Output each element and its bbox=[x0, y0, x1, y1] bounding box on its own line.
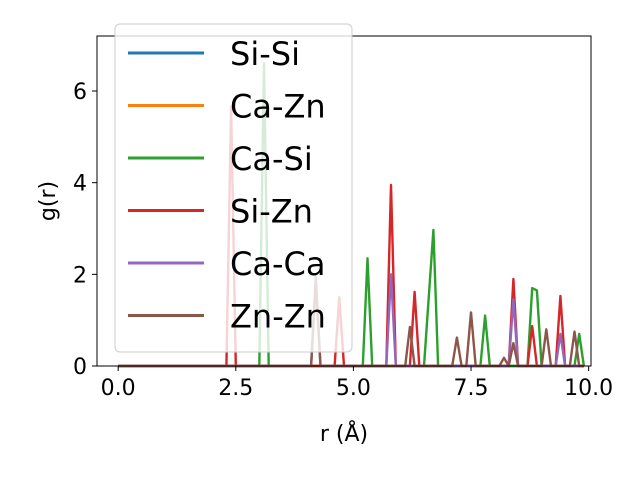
x-tick-label: 0.0 bbox=[101, 376, 136, 401]
x-tick-label: 7.5 bbox=[454, 376, 489, 401]
legend-label: Ca-Ca bbox=[230, 245, 325, 283]
y-tick-label: 4 bbox=[73, 172, 87, 197]
x-tick-label: 2.5 bbox=[218, 376, 253, 401]
legend-label: Ca-Zn bbox=[230, 88, 326, 126]
y-tick-label: 0 bbox=[73, 355, 87, 380]
y-tick-label: 2 bbox=[73, 263, 87, 288]
legend-label: Si-Zn bbox=[230, 193, 313, 231]
x-ticks: 0.0 2.5 5.0 7.5 10.0 bbox=[101, 366, 613, 401]
legend-label: Si-Si bbox=[230, 35, 300, 73]
x-tick-label: 5.0 bbox=[336, 376, 371, 401]
legend-label: Ca-Si bbox=[230, 140, 313, 178]
y-axis-label: g(r) bbox=[36, 181, 61, 221]
legend-label: Zn-Zn bbox=[230, 298, 326, 336]
y-ticks: 0 2 4 6 bbox=[73, 80, 97, 380]
y-tick-label: 6 bbox=[73, 80, 87, 105]
x-axis-label: r (Å) bbox=[320, 420, 368, 447]
legend: Si-Si Ca-Zn Ca-Si Si-Zn Ca-Ca Zn-Zn bbox=[114, 23, 353, 353]
x-tick-label: 10.0 bbox=[564, 376, 613, 401]
